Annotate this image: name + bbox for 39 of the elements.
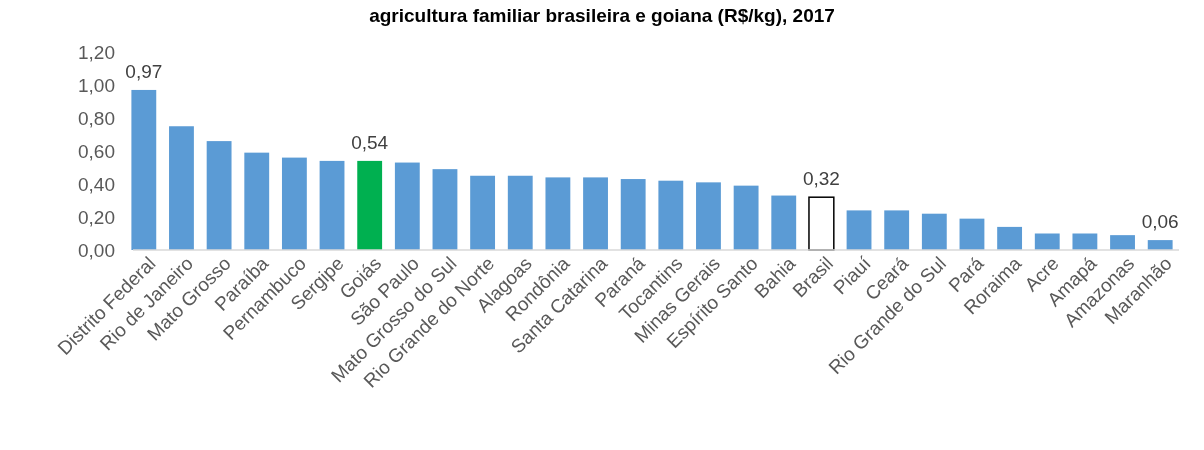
y-tick-label: 1,20 [78, 41, 115, 63]
bar [921, 213, 947, 250]
bar [131, 89, 157, 250]
data-label: 0,32 [802, 168, 840, 190]
bar [846, 210, 872, 250]
bar [169, 126, 194, 250]
bar [583, 177, 608, 250]
bar [394, 162, 420, 250]
bar [1147, 240, 1173, 250]
chart-title: agricultura familiar brasileira e goiana (R$/kg), 2017 [369, 5, 835, 26]
bar [1110, 235, 1135, 250]
bar [545, 177, 571, 250]
bar [357, 160, 383, 250]
y-tick-label: 0,40 [78, 173, 115, 195]
bar [470, 175, 496, 250]
data-label: 0,06 [1141, 211, 1179, 233]
bar [620, 179, 646, 250]
bar [1034, 233, 1060, 250]
bar [319, 160, 345, 250]
y-tick-label: 0,80 [78, 107, 115, 129]
bar [507, 175, 533, 250]
bar [206, 141, 232, 250]
bar [808, 196, 835, 251]
bar [997, 226, 1023, 250]
bar [281, 157, 307, 250]
data-label: 0,54 [351, 131, 389, 153]
bar [959, 218, 985, 250]
bar [244, 152, 270, 250]
y-tick-label: 1,00 [78, 74, 115, 96]
bar [1072, 233, 1098, 250]
bar [658, 180, 684, 250]
bar [733, 185, 759, 250]
y-tick-label: 0,20 [78, 206, 115, 228]
bar [771, 195, 797, 250]
bar [696, 182, 721, 250]
bar [884, 210, 910, 250]
y-tick-label: 0,60 [78, 140, 115, 162]
data-label: 0,97 [125, 60, 163, 82]
bar [432, 169, 458, 250]
